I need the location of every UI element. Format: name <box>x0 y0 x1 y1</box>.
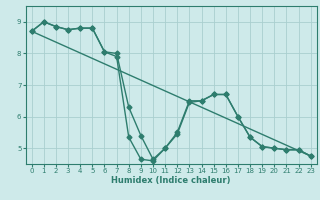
X-axis label: Humidex (Indice chaleur): Humidex (Indice chaleur) <box>111 176 231 185</box>
